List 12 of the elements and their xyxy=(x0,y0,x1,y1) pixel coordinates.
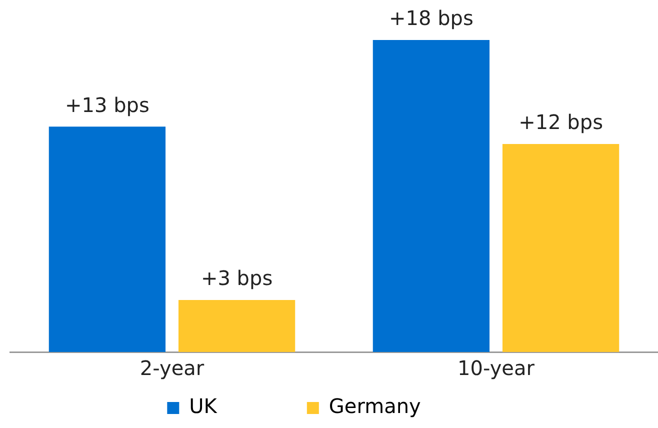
bar xyxy=(502,144,620,352)
legend-label: UK xyxy=(189,394,297,418)
bar xyxy=(48,126,166,352)
data-label: +12 bps xyxy=(518,110,603,134)
bar xyxy=(372,40,490,352)
data-label: +3 bps xyxy=(200,266,273,290)
legend-label: Germany xyxy=(328,394,501,418)
data-label: +18 bps xyxy=(389,6,474,30)
bar xyxy=(178,300,296,352)
x-tick-label: 2-year xyxy=(140,356,205,380)
data-label: +13 bps xyxy=(65,92,150,117)
x-tick-label: 10-year xyxy=(458,356,536,380)
